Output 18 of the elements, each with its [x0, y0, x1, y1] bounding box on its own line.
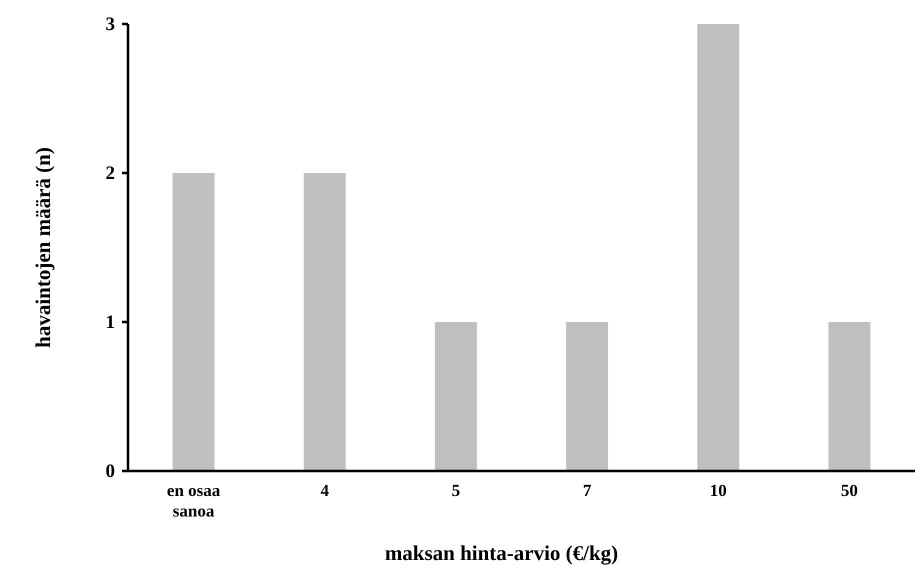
bar — [434, 322, 477, 471]
x-tick-label: en osaa sanoa — [166, 481, 221, 520]
bar — [697, 24, 740, 471]
bar — [172, 173, 215, 471]
bar — [566, 322, 608, 471]
x-tick-label: 7 — [582, 481, 592, 500]
x-tick-label: 50 — [840, 481, 858, 500]
x-tick-label: 4 — [320, 481, 330, 500]
x-tick-label: 5 — [452, 481, 460, 500]
bar — [304, 173, 346, 471]
bar — [828, 322, 870, 471]
x-axis-title: maksan hinta-arvio (€/kg) — [384, 541, 618, 565]
x-tick-label: 10 — [710, 481, 727, 500]
y-axis-title: havaintojen määrä (n) — [31, 147, 55, 348]
y-tick-label: 0 — [106, 461, 115, 482]
y-tick-label: 1 — [106, 312, 115, 334]
y-tick-label: 3 — [106, 14, 115, 36]
y-tick-label: 2 — [106, 163, 115, 184]
